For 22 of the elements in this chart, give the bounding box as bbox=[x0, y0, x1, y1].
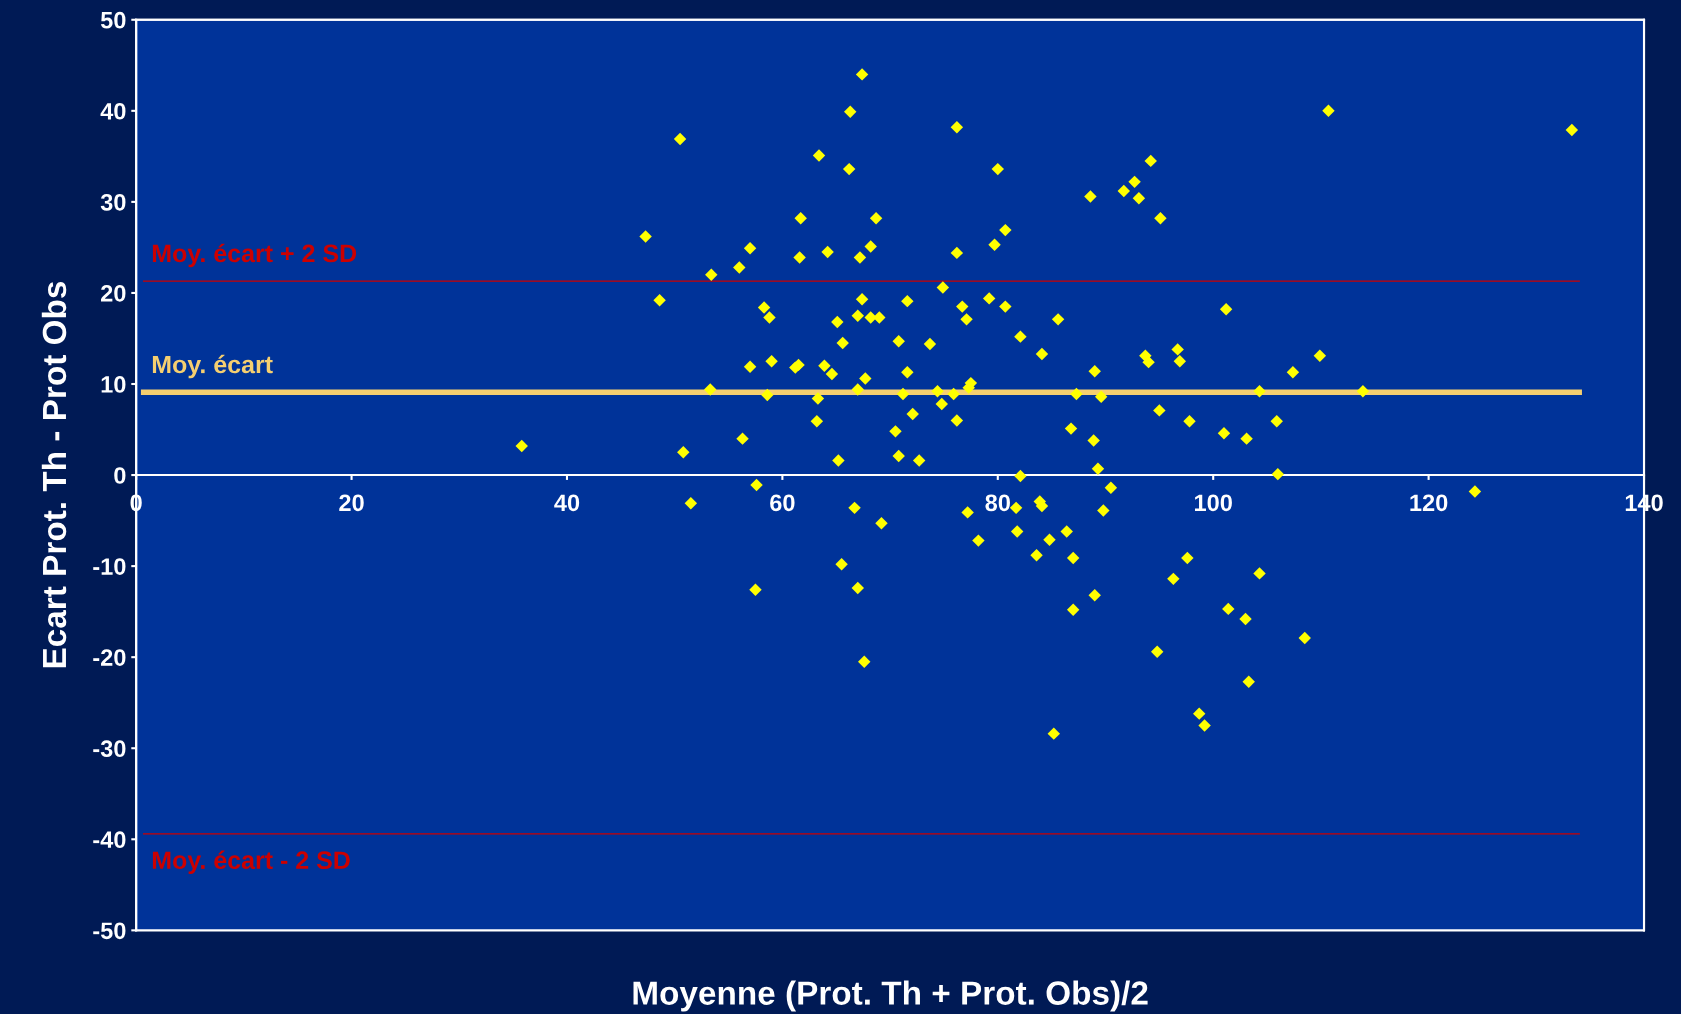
x-tick-label: 120 bbox=[1410, 494, 1448, 512]
x-axis-title: Moyenne (Prot. Th + Prot. Obs)/2 bbox=[633, 980, 1148, 1012]
x-tick-label: 60 bbox=[770, 494, 795, 512]
y-tick-label: 10 bbox=[101, 376, 126, 393]
y-tick-label: -50 bbox=[93, 922, 126, 940]
y-tick-label: 30 bbox=[100, 193, 126, 211]
y-tick-label: -40 bbox=[93, 831, 126, 849]
y-tick-label: 20 bbox=[101, 285, 126, 302]
y-tick-label: 40 bbox=[100, 102, 126, 120]
ref-line-label: Moy. écart bbox=[152, 354, 273, 379]
x-tick-label: 100 bbox=[1194, 494, 1232, 512]
y-tick-label: -10 bbox=[93, 558, 126, 575]
y-tick-label: 0 bbox=[114, 467, 126, 484]
x-tick-label: 40 bbox=[554, 494, 580, 512]
ref-line-label: Moy. écart + 2 SD bbox=[152, 243, 357, 268]
ref-line-label: Moy. écart - 2 SD bbox=[152, 850, 350, 875]
y-axis-title: Ecart Prot. Th - Prot Obs bbox=[41, 281, 67, 668]
y-tick-label: -30 bbox=[93, 740, 126, 758]
y-tick-label: -20 bbox=[93, 649, 126, 666]
x-tick-label: 80 bbox=[985, 494, 1010, 512]
y-tick-label: 50 bbox=[100, 11, 126, 29]
x-tick-label: 20 bbox=[339, 494, 364, 512]
